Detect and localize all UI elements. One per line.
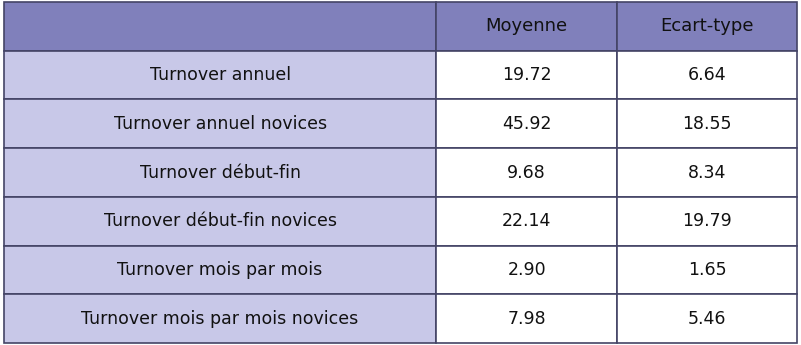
Text: Turnover mois par mois novices: Turnover mois par mois novices <box>82 310 359 328</box>
Bar <box>617 2 797 50</box>
Text: 9.68: 9.68 <box>507 164 546 181</box>
Text: 22.14: 22.14 <box>502 212 551 230</box>
Text: 1.65: 1.65 <box>688 261 727 279</box>
Bar <box>617 50 797 99</box>
Bar <box>4 99 437 148</box>
Bar <box>617 246 797 295</box>
Bar <box>617 99 797 148</box>
Bar <box>437 246 617 295</box>
Text: 6.64: 6.64 <box>688 66 727 84</box>
Text: Moyenne: Moyenne <box>485 17 568 35</box>
Bar <box>4 197 437 246</box>
Bar <box>437 2 617 50</box>
Text: Turnover début-fin: Turnover début-fin <box>139 164 300 181</box>
Bar <box>437 50 617 99</box>
Text: Turnover début-fin novices: Turnover début-fin novices <box>103 212 336 230</box>
Bar <box>617 197 797 246</box>
Text: 19.79: 19.79 <box>682 212 732 230</box>
Text: 8.34: 8.34 <box>688 164 727 181</box>
Text: Turnover annuel novices: Turnover annuel novices <box>114 115 327 133</box>
Text: 18.55: 18.55 <box>682 115 732 133</box>
Bar <box>437 148 617 197</box>
Bar <box>437 197 617 246</box>
Text: 45.92: 45.92 <box>502 115 551 133</box>
Text: Turnover annuel: Turnover annuel <box>150 66 291 84</box>
Text: 2.90: 2.90 <box>507 261 546 279</box>
Bar <box>437 295 617 343</box>
Text: 5.46: 5.46 <box>688 310 727 328</box>
Bar <box>437 99 617 148</box>
Bar <box>617 295 797 343</box>
Bar <box>617 148 797 197</box>
Bar <box>4 50 437 99</box>
Text: 19.72: 19.72 <box>501 66 551 84</box>
Text: 7.98: 7.98 <box>507 310 546 328</box>
Bar <box>4 2 437 50</box>
Bar <box>4 148 437 197</box>
Bar <box>4 246 437 295</box>
Text: Ecart-type: Ecart-type <box>660 17 754 35</box>
Bar <box>4 295 437 343</box>
Text: Turnover mois par mois: Turnover mois par mois <box>118 261 323 279</box>
